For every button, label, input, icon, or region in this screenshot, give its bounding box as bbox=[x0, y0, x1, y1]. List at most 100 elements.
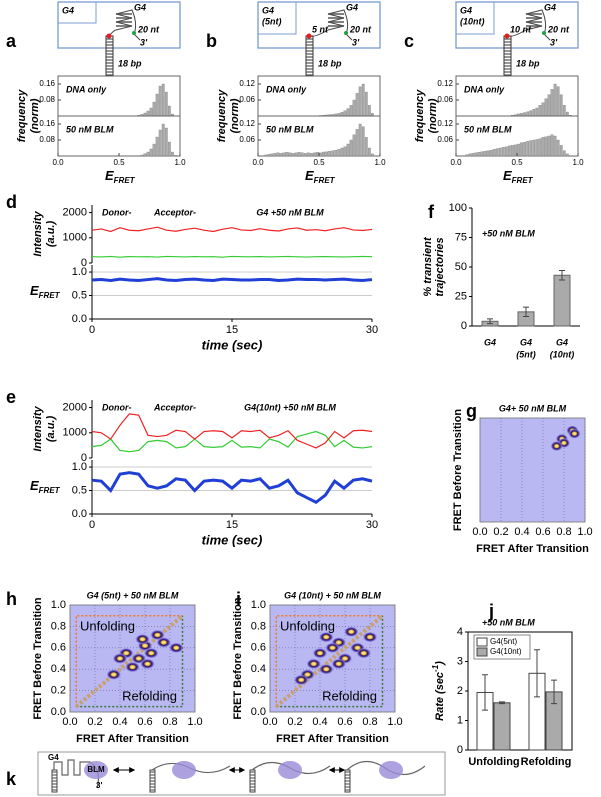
histogram-bar bbox=[498, 147, 502, 157]
histogram-bar bbox=[337, 149, 341, 157]
x-tick-label: (5nt) bbox=[516, 349, 536, 359]
histogram-bar bbox=[155, 136, 159, 157]
y-tick-label: 75 bbox=[455, 231, 467, 243]
y-tick-label: 25 bbox=[455, 290, 467, 302]
panel-label: j bbox=[488, 601, 494, 621]
subplot-label: 50 nM BLM bbox=[66, 124, 114, 134]
histogram-bar bbox=[158, 85, 162, 117]
histogram-bar bbox=[149, 148, 153, 157]
x-tick-label: 0.0 bbox=[450, 158, 462, 167]
histogram-bar bbox=[291, 153, 295, 157]
y-axis-title: (a.u.) bbox=[45, 416, 57, 443]
histogram-bar bbox=[550, 134, 554, 157]
histogram-bar bbox=[355, 129, 359, 157]
legend-entry: Acceptor- bbox=[153, 207, 196, 217]
plot-frame bbox=[257, 75, 381, 117]
x-tick-label: 30 bbox=[366, 519, 378, 531]
panel-label: g bbox=[466, 401, 477, 421]
x-tick-label: G4 bbox=[520, 337, 532, 347]
tdp-peak bbox=[318, 631, 334, 643]
x-axis-title: EFRET bbox=[305, 168, 336, 185]
y-tick-label: 0.06 bbox=[437, 95, 453, 104]
y-axis-title-sup: -1 bbox=[431, 664, 440, 672]
histogram-bar bbox=[364, 91, 368, 117]
histogram-bar bbox=[556, 139, 560, 157]
histogram-bar bbox=[483, 151, 487, 157]
histogram-bar bbox=[334, 149, 338, 157]
inset-label: 20 nt bbox=[137, 24, 160, 34]
histogram-bar bbox=[282, 152, 286, 157]
histogram-bar bbox=[331, 150, 335, 157]
histogram-bar bbox=[155, 93, 159, 117]
y-axis-title: EFRET bbox=[30, 283, 61, 300]
histogram-bar bbox=[349, 139, 353, 157]
histogram-bar bbox=[520, 142, 523, 157]
x-axis-title: time (sec) bbox=[202, 337, 263, 352]
histogram-bar bbox=[511, 145, 514, 157]
x-tick-label: 0.0 bbox=[472, 526, 487, 538]
chart-title: G4 (5nt) + 50 nM BLM bbox=[87, 590, 179, 600]
tdp-peak bbox=[135, 633, 150, 645]
panel-label: a bbox=[6, 31, 17, 51]
inset-tag-text: (10nt) bbox=[460, 16, 485, 26]
histogram-bar bbox=[309, 153, 313, 157]
histogram-bar bbox=[325, 151, 328, 157]
histogram-bar bbox=[526, 141, 530, 157]
histogram-bar bbox=[164, 91, 168, 117]
y-tick-label: 0.12 bbox=[437, 79, 453, 88]
histogram-bar bbox=[367, 147, 371, 157]
y-axis-title: (a.u.) bbox=[45, 221, 57, 248]
annotation: +50 nM BLM bbox=[482, 617, 535, 627]
y-axis-title-main: E bbox=[30, 283, 39, 298]
y-axis-title-sub: FRET bbox=[39, 486, 61, 495]
histogram-bar bbox=[167, 105, 171, 117]
histogram-bar bbox=[328, 151, 332, 157]
y-axis-title-sub: FRET bbox=[39, 291, 61, 300]
legend-entry: G4(10nt) bbox=[490, 647, 522, 656]
subplot-label: DNA only bbox=[266, 84, 307, 94]
tdp-peak bbox=[343, 626, 359, 638]
tdp-peak bbox=[325, 642, 340, 654]
y-tick-label: 1.0 bbox=[51, 599, 66, 611]
x-tick-label: G4 bbox=[556, 337, 568, 347]
x-tick-label: 0.6 bbox=[535, 526, 550, 538]
tdp-peak bbox=[356, 647, 372, 659]
histogram-bar bbox=[514, 144, 517, 157]
histogram-bar bbox=[343, 110, 347, 117]
annotation: Unfolding bbox=[280, 618, 335, 633]
tdp-peak bbox=[362, 631, 378, 643]
histogram-bar bbox=[288, 152, 292, 157]
histogram-bar bbox=[352, 99, 356, 117]
schematic-label: G4 bbox=[48, 753, 59, 762]
tdp-peak bbox=[112, 653, 128, 664]
y-axis-title: (norm) bbox=[29, 98, 41, 133]
histogram-bar bbox=[164, 127, 168, 157]
histogram-bar bbox=[343, 146, 347, 157]
histogram-bar bbox=[279, 153, 283, 157]
bar bbox=[553, 274, 571, 327]
inset-label: 18 bp bbox=[516, 58, 540, 68]
y-axis-title: Intensity bbox=[32, 211, 44, 257]
histogram-bar bbox=[562, 105, 566, 117]
schematic-label: BLM bbox=[87, 765, 105, 774]
x-tick-label: 1.0 bbox=[374, 158, 386, 167]
trace-line bbox=[91, 430, 373, 453]
histogram-bar bbox=[358, 86, 362, 117]
y-axis-title: (norm) bbox=[229, 98, 241, 133]
tdp-peak bbox=[106, 669, 122, 680]
y-axis-title: FRET Before Transition bbox=[32, 597, 44, 720]
histogram-bar bbox=[273, 153, 277, 157]
x-tick-label: 0.4 bbox=[312, 716, 327, 728]
histogram-bar bbox=[167, 141, 171, 157]
histogram-bar bbox=[550, 89, 554, 117]
inset-label: G4 bbox=[544, 2, 556, 12]
y-tick-label: 0.16 bbox=[39, 79, 55, 88]
histogram-bar bbox=[364, 137, 368, 157]
y-tick-label: 0.08 bbox=[39, 95, 55, 104]
x-axis-title-main: E bbox=[105, 168, 114, 183]
tdp-peak bbox=[318, 663, 334, 675]
y-tick-label: 0.5 bbox=[72, 484, 87, 496]
x-tick-label: 0.5 bbox=[313, 158, 325, 167]
subplot-label: 50 nM BLM bbox=[266, 124, 314, 134]
x-tick-label: 30 bbox=[366, 324, 378, 336]
